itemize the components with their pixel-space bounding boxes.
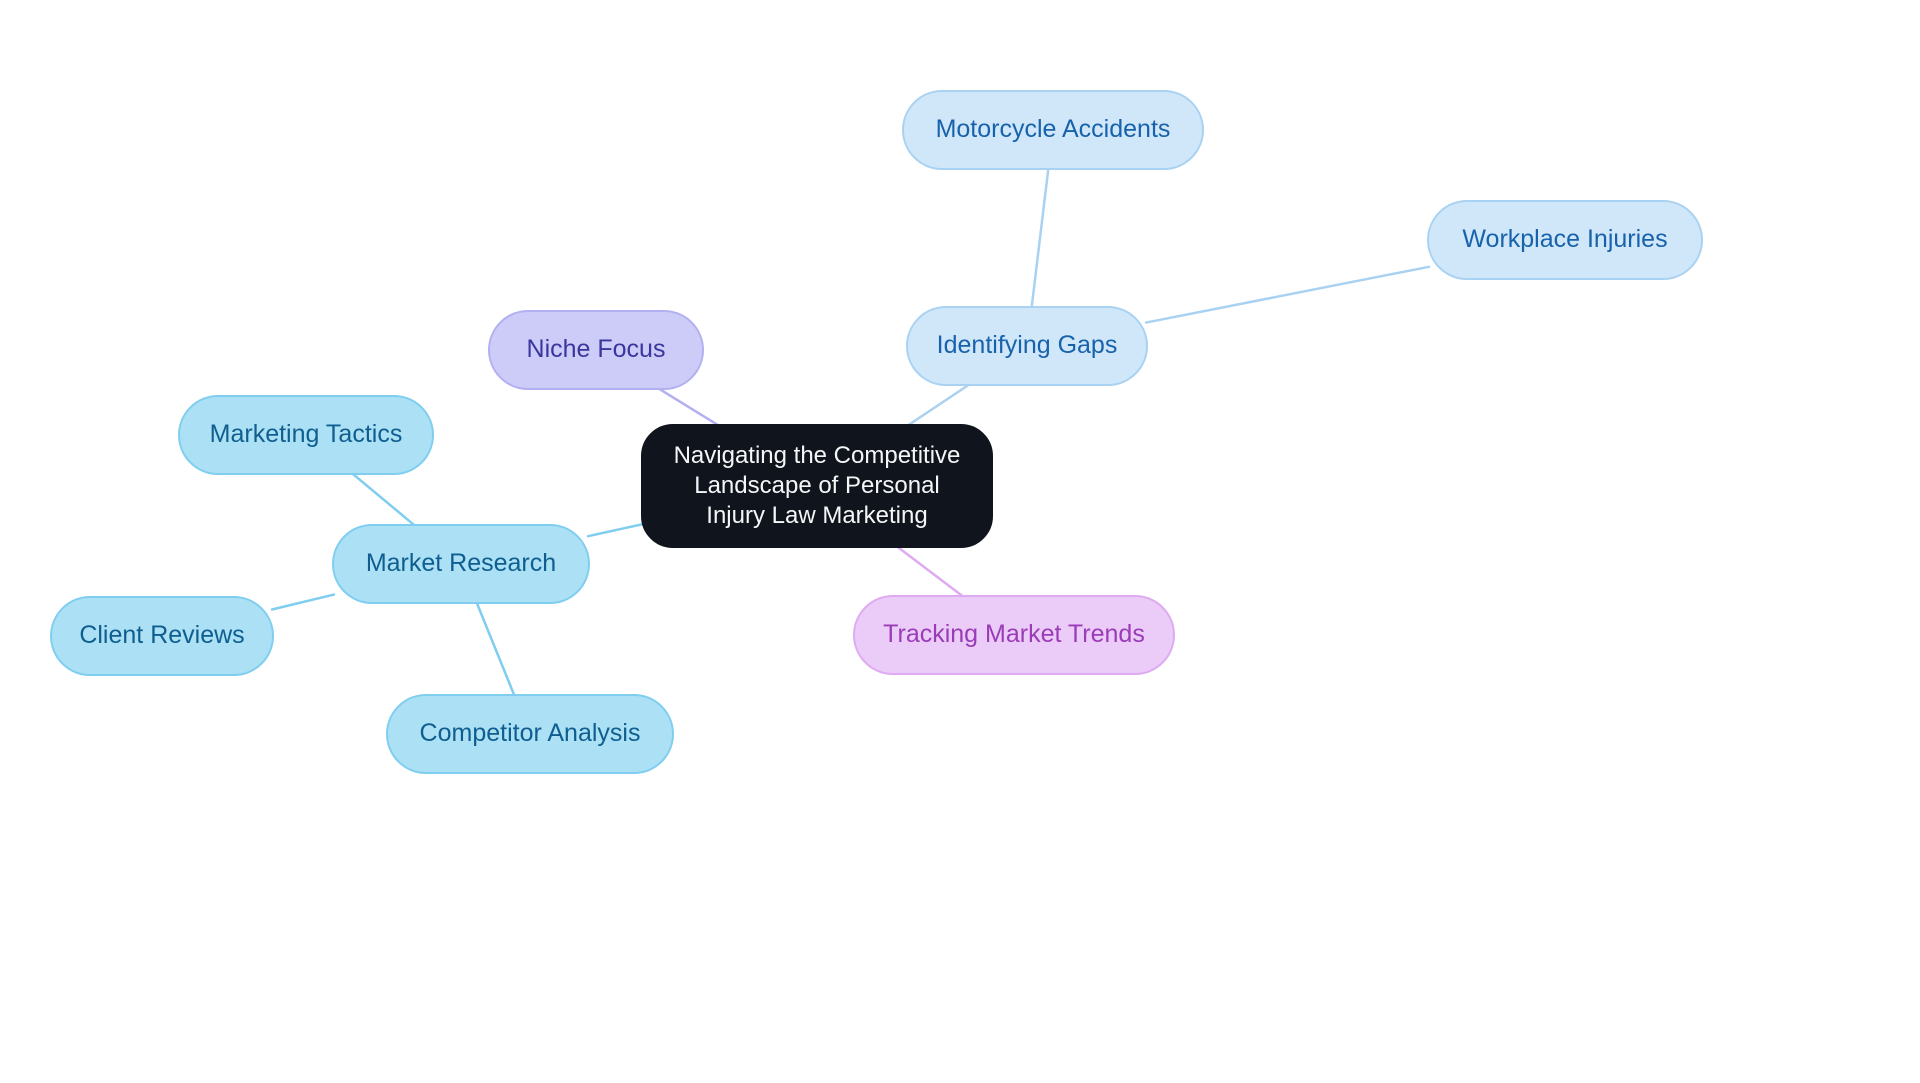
edge-gaps-motorcycle [1032, 168, 1049, 308]
node-label: Motorcycle Accidents [936, 114, 1171, 145]
edge-research-competitor [476, 602, 514, 696]
edge-center-gaps [908, 385, 968, 425]
node-center: Navigating the Competitive Landscape of … [641, 424, 993, 548]
node-gaps: Identifying Gaps [906, 306, 1148, 386]
node-competitor: Competitor Analysis [386, 694, 674, 774]
node-label: Tracking Market Trends [883, 619, 1145, 650]
node-label: Market Research [366, 548, 556, 579]
node-trends: Tracking Market Trends [853, 595, 1175, 675]
node-research: Market Research [332, 524, 590, 604]
node-label: Workplace Injuries [1462, 224, 1667, 255]
edge-center-research [588, 524, 643, 536]
node-tactics: Marketing Tactics [178, 395, 434, 475]
node-label: Marketing Tactics [210, 419, 403, 450]
node-reviews: Client Reviews [50, 596, 274, 676]
edge-center-trends [897, 547, 962, 596]
node-label: Identifying Gaps [937, 330, 1118, 361]
node-motorcycle: Motorcycle Accidents [902, 90, 1204, 170]
mindmap-canvas: Navigating the Competitive Landscape of … [0, 0, 1920, 1083]
node-workplace: Workplace Injuries [1427, 200, 1703, 280]
edge-research-reviews [272, 595, 334, 610]
edge-center-niche [659, 389, 718, 425]
node-label: Niche Focus [527, 334, 666, 365]
node-label: Navigating the Competitive Landscape of … [662, 441, 972, 531]
node-label: Client Reviews [79, 620, 244, 651]
node-niche: Niche Focus [488, 310, 704, 390]
edge-gaps-workplace [1146, 267, 1429, 323]
node-label: Competitor Analysis [420, 718, 641, 749]
edge-research-tactics [353, 474, 415, 526]
